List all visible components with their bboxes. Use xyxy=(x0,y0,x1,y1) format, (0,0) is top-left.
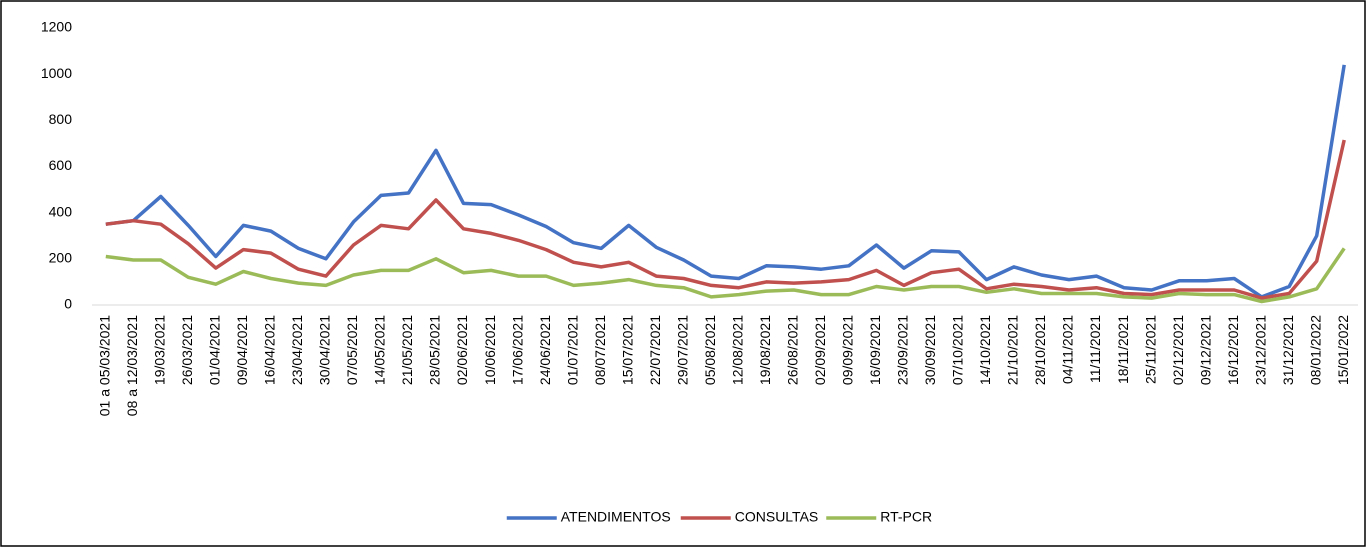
x-tick-label: 19/08/2021 xyxy=(757,315,773,385)
x-tick-label: 08 a 12/03/2021 xyxy=(124,315,140,416)
series-line xyxy=(105,247,1346,304)
y-tick-label: 600 xyxy=(49,157,73,173)
x-tick-label: 21/10/2021 xyxy=(1005,315,1021,385)
y-tick-label: 1000 xyxy=(41,65,72,81)
x-tick-label: 29/07/2021 xyxy=(674,315,690,385)
y-tick-label: 200 xyxy=(49,250,73,266)
x-tick-label: 09/09/2021 xyxy=(840,315,856,385)
series-line xyxy=(105,139,1346,300)
x-tick-label: 02/12/2021 xyxy=(1170,315,1186,385)
x-tick-label: 14/05/2021 xyxy=(372,315,388,385)
x-tick-label: 09/12/2021 xyxy=(1197,315,1213,385)
x-tick-label: 30/04/2021 xyxy=(317,315,333,385)
x-tick-label: 08/07/2021 xyxy=(592,315,608,385)
x-tick-label: 26/03/2021 xyxy=(179,315,195,385)
y-tick-label: 400 xyxy=(49,203,73,219)
x-tick-label: 15/01/2022 xyxy=(1335,315,1351,385)
x-tick-label: 01/04/2021 xyxy=(207,315,223,385)
x-tick-label: 01 a 05/03/2021 xyxy=(96,315,112,416)
x-tick-label: 23/12/2021 xyxy=(1252,315,1268,385)
x-tick-label: 23/09/2021 xyxy=(895,315,911,385)
x-tick-label: 21/05/2021 xyxy=(399,315,415,385)
x-tick-label: 16/09/2021 xyxy=(867,315,883,385)
x-tick-label: 12/08/2021 xyxy=(729,315,745,385)
series-line xyxy=(105,64,1346,299)
y-tick-label: 800 xyxy=(49,111,73,127)
y-tick-label: 1200 xyxy=(41,19,72,35)
x-tick-label: 15/07/2021 xyxy=(619,315,635,385)
x-tick-label: 07/05/2021 xyxy=(344,315,360,385)
x-tick-label: 18/11/2021 xyxy=(1115,315,1131,384)
legend-label: RT-PCR xyxy=(880,509,932,525)
x-tick-label: 05/08/2021 xyxy=(702,315,718,385)
y-tick-label: 0 xyxy=(64,296,72,312)
x-tick-label: 17/06/2021 xyxy=(509,315,525,385)
x-tick-label: 31/12/2021 xyxy=(1280,315,1296,385)
x-tick-label: 10/06/2021 xyxy=(482,315,498,385)
x-tick-label: 23/04/2021 xyxy=(289,315,305,385)
x-tick-label: 09/04/2021 xyxy=(234,315,250,385)
x-tick-label: 26/08/2021 xyxy=(785,315,801,385)
x-tick-label: 08/01/2022 xyxy=(1307,315,1323,385)
x-tick-label: 22/07/2021 xyxy=(647,315,663,385)
x-tick-label: 28/10/2021 xyxy=(1032,315,1048,385)
x-tick-label: 04/11/2021 xyxy=(1060,315,1076,384)
x-tick-label: 24/06/2021 xyxy=(537,315,553,385)
x-tick-label: 02/09/2021 xyxy=(812,315,828,385)
x-tick-label: 07/10/2021 xyxy=(950,315,966,385)
x-tick-label: 11/11/2021 xyxy=(1087,315,1103,383)
x-tick-label: 25/11/2021 xyxy=(1142,315,1158,384)
x-tick-label: 28/05/2021 xyxy=(427,315,443,385)
x-tick-label: 19/03/2021 xyxy=(152,315,168,385)
x-tick-label: 16/04/2021 xyxy=(262,315,278,385)
legend-label: CONSULTAS xyxy=(735,509,819,525)
x-tick-label: 14/10/2021 xyxy=(977,315,993,385)
x-tick-label: 16/12/2021 xyxy=(1225,315,1241,385)
x-tick-label: 30/09/2021 xyxy=(922,315,938,385)
x-tick-label: 01/07/2021 xyxy=(564,315,580,385)
legend-label: ATENDIMENTOS xyxy=(561,509,671,525)
x-tick-label: 02/06/2021 xyxy=(454,315,470,385)
